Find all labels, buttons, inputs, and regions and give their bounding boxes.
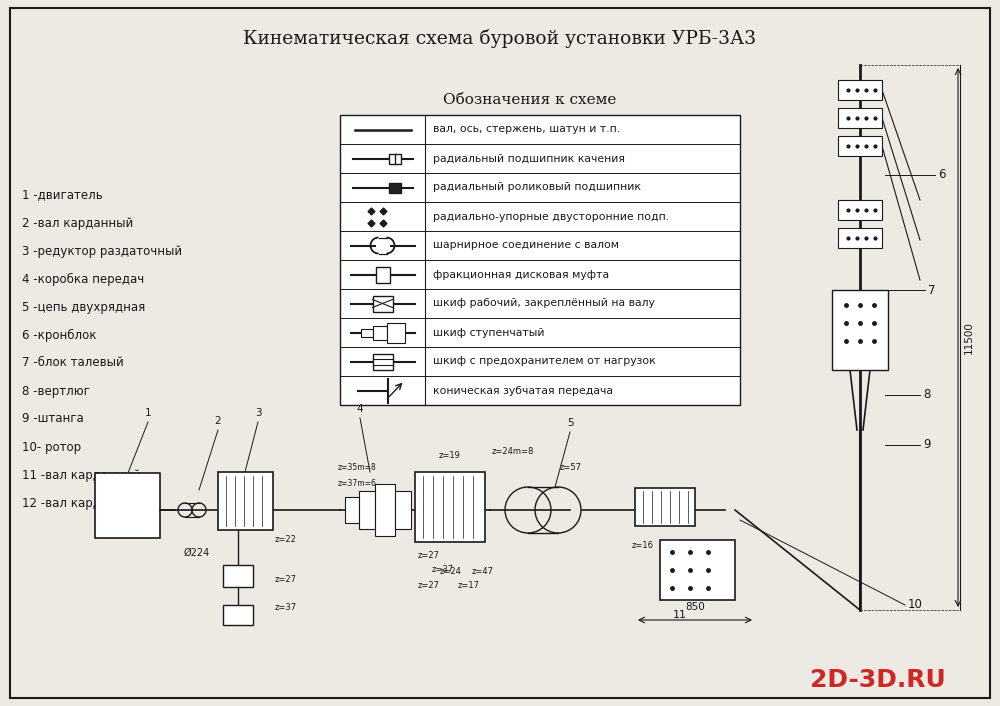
Bar	[395, 491, 411, 529]
Text: 9 -штанга: 9 -штанга	[22, 412, 84, 426]
Bar	[415, 472, 485, 542]
Bar	[838, 200, 882, 220]
Bar	[375, 484, 395, 536]
Text: z=16: z=16	[632, 541, 654, 549]
Text: 11: 11	[673, 610, 687, 620]
Bar	[838, 80, 882, 100]
Text: 5: 5	[567, 418, 573, 428]
Bar	[376, 266, 390, 282]
Text: 9: 9	[923, 438, 930, 452]
Text: 1 -двигатель: 1 -двигатель	[22, 189, 103, 201]
Text: 8: 8	[923, 388, 930, 402]
Text: 850: 850	[685, 602, 705, 612]
Bar	[372, 354, 392, 369]
Bar	[359, 491, 375, 529]
Bar	[372, 296, 392, 311]
Text: 3: 3	[255, 408, 261, 418]
Text: 6 -кронблок: 6 -кронблок	[22, 328, 96, 342]
Text: z=37: z=37	[432, 566, 454, 575]
Text: 2D-3D.RU: 2D-3D.RU	[810, 668, 946, 692]
Text: 2 -вал карданный: 2 -вал карданный	[22, 217, 133, 229]
Text: z=37m=6: z=37m=6	[338, 479, 377, 488]
Text: z=57: z=57	[560, 464, 582, 472]
Text: 2: 2	[215, 416, 221, 426]
Text: шкиф рабочий, закреплённый на валу: шкиф рабочий, закреплённый на валу	[433, 299, 655, 309]
Text: 7 -блок талевый: 7 -блок талевый	[22, 357, 124, 369]
Text: радиальный подшипник качения: радиальный подшипник качения	[433, 153, 625, 164]
Text: 1: 1	[145, 408, 151, 418]
Text: z=24: z=24	[440, 568, 462, 577]
Text: Кинематическая схема буровой установки УРБ-3А3: Кинематическая схема буровой установки У…	[243, 28, 757, 47]
Bar	[388, 182, 400, 193]
Bar	[345, 497, 359, 523]
Text: z=17: z=17	[458, 580, 480, 590]
Text: z=35m=8: z=35m=8	[338, 464, 377, 472]
Text: 4 -коробка передач: 4 -коробка передач	[22, 273, 144, 285]
Text: 8 -вертлюг: 8 -вертлюг	[22, 385, 90, 397]
Text: 11500: 11500	[964, 321, 974, 354]
Bar	[838, 136, 882, 156]
Text: шкиф с предохранителем от нагрузок: шкиф с предохранителем от нагрузок	[433, 357, 656, 366]
Text: z=24m=8: z=24m=8	[492, 448, 534, 457]
Bar	[635, 488, 695, 526]
Text: фракционная дисковая муфта: фракционная дисковая муфта	[433, 270, 609, 280]
Bar	[838, 228, 882, 248]
Text: коническая зубчатая передача: коническая зубчатая передача	[433, 385, 613, 395]
Text: 10- ротор: 10- ротор	[22, 441, 81, 453]
Text: 7: 7	[928, 284, 936, 297]
Bar	[340, 115, 740, 405]
Bar	[832, 290, 888, 370]
Text: Обозначения к схеме: Обозначения к схеме	[443, 93, 617, 107]
Text: 4: 4	[357, 404, 363, 414]
Text: z=27: z=27	[418, 551, 440, 561]
Text: z=37: z=37	[275, 604, 297, 613]
Text: 12 -вал карданный: 12 -вал карданный	[22, 496, 141, 510]
Text: 11 -вал карданный: 11 -вал карданный	[22, 469, 141, 481]
Text: 10: 10	[908, 599, 923, 611]
Bar	[223, 605, 253, 625]
Bar	[838, 108, 882, 128]
Text: 6: 6	[938, 169, 946, 181]
Text: Ø224: Ø224	[184, 548, 210, 558]
Bar	[223, 565, 253, 587]
Bar	[95, 473, 160, 538]
Text: 3 -редуктор раздаточный: 3 -редуктор раздаточный	[22, 244, 182, 258]
Text: z=22: z=22	[275, 535, 297, 544]
Text: z=27: z=27	[275, 575, 297, 585]
Text: радиально-упорные двусторонние подп.: радиально-упорные двусторонние подп.	[433, 212, 669, 222]
Text: шкиф ступенчатый: шкиф ступенчатый	[433, 328, 544, 337]
Text: 5 -цепь двухрядная: 5 -цепь двухрядная	[22, 301, 145, 313]
Bar	[372, 325, 386, 340]
Text: z=27: z=27	[418, 580, 440, 590]
Bar	[218, 472, 273, 530]
Bar	[386, 323, 404, 342]
Text: радиальный роликовый подшипник: радиальный роликовый подшипник	[433, 182, 641, 193]
Text: z=47: z=47	[472, 568, 494, 577]
Bar	[660, 540, 735, 600]
Text: z=95: z=95	[674, 541, 696, 549]
Bar	[360, 328, 372, 337]
Text: вал, ось, стержень, шатун и т.п.: вал, ось, стержень, шатун и т.п.	[433, 124, 620, 135]
Text: z=19: z=19	[439, 450, 461, 460]
Bar	[388, 153, 400, 164]
Text: шарнирное соединение с валом: шарнирное соединение с валом	[433, 241, 619, 251]
